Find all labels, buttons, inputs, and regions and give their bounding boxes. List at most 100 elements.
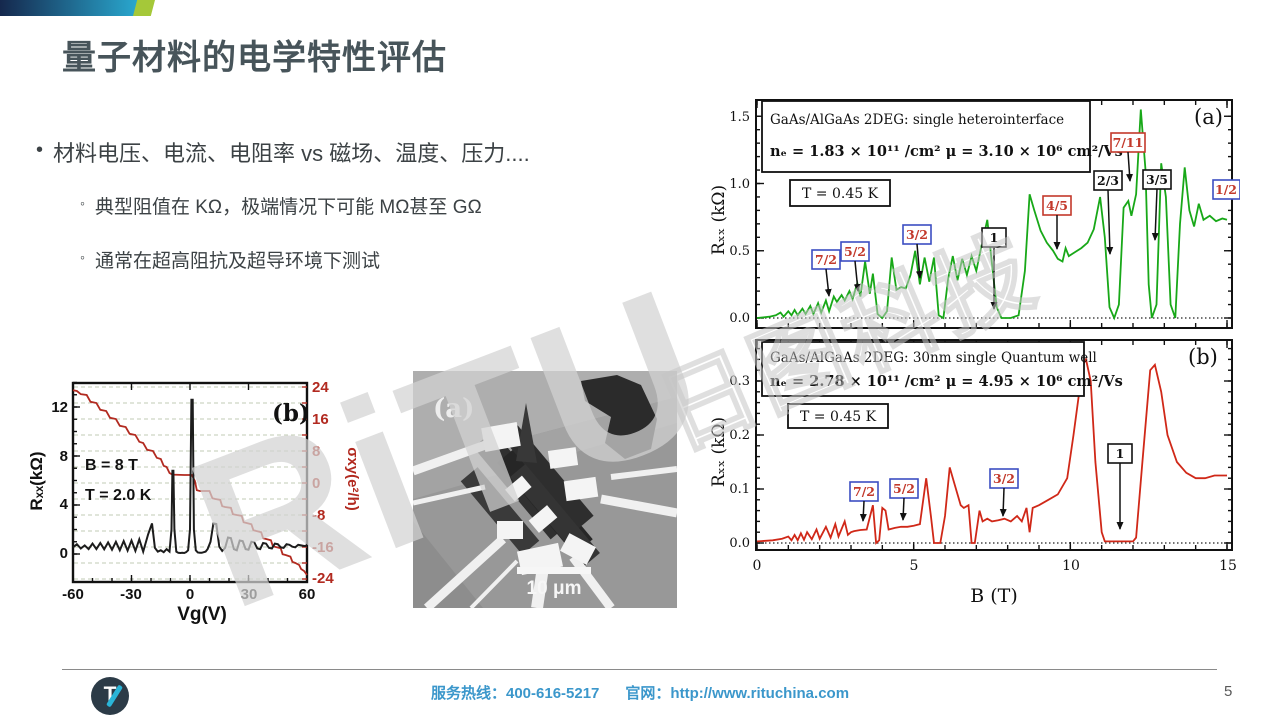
qhe-figure: 0.0 0.5 1.0 1.5 Rₓₓ (kΩ) GaAs/AlGaAs 2DE…: [709, 99, 1240, 607]
temperature-annotation: T = 2.0 K: [85, 487, 152, 504]
right-axis-ticks: 24 16 8 0 -8 -16 -24: [312, 379, 334, 587]
svg-text:7/11: 7/11: [1113, 135, 1144, 150]
svg-text:5: 5: [910, 558, 919, 574]
bullet-sub-1: ◦ 典型阻值在 KΩ，极端情况下可能 MΩ甚至 GΩ: [80, 192, 482, 219]
svg-text:0.2: 0.2: [729, 428, 750, 443]
svg-text:8: 8: [312, 443, 320, 460]
svg-text:1/2: 1/2: [1215, 182, 1237, 197]
rxx-trace-a: [756, 109, 1228, 321]
svg-text:8: 8: [60, 448, 68, 465]
circle-bullet-icon: ◦: [80, 195, 85, 211]
gate-sweep-figure: 12 8 4 0 -60 -30 0 30 60 24 16 8 0 -8 -1…: [30, 379, 361, 625]
svg-text:12: 12: [51, 399, 68, 416]
svg-text:10: 10: [1062, 558, 1080, 574]
svg-text:-60: -60: [62, 586, 84, 603]
panel-a-temperature: T = 0.45 K: [802, 186, 879, 202]
bullet-sub1-text: 典型阻值在 KΩ，极端情况下可能 MΩ甚至 GΩ: [94, 197, 482, 218]
circle-bullet-icon: ◦: [80, 249, 85, 265]
website-url[interactable]: http://www.rituchina.com: [670, 685, 850, 702]
header-accent-chevron: [133, 0, 155, 16]
panel-a-device: GaAs/AlGaAs 2DEG: single heterointerface: [770, 112, 1064, 128]
x-axis-label: Vg(V): [177, 604, 227, 625]
svg-text:7/2: 7/2: [853, 484, 875, 499]
svg-text:0.0: 0.0: [729, 536, 750, 551]
scale-bar-label: 10 μm: [527, 578, 582, 599]
page-title: 量子材料的电学特性评估: [62, 39, 447, 77]
x-axis-label: B (T): [970, 585, 1018, 607]
svg-text:0: 0: [60, 545, 68, 562]
panel-b-label: (b): [1188, 345, 1218, 369]
panel-b-yticks: 0.0 0.1 0.2 0.3: [729, 374, 750, 551]
rxx-trace-b: [756, 356, 1227, 545]
panel-b-parameters: nₑ = 2.78 × 10¹¹ /cm² μ = 4.95 × 10⁶ cm²…: [770, 373, 1123, 390]
panel-b-device: GaAs/AlGaAs 2DEG: 30nm single Quantum we…: [770, 350, 1097, 366]
field-annotation: B = 8 T: [85, 457, 138, 474]
panel-a-label: (a): [1194, 105, 1223, 129]
svg-text:1.0: 1.0: [729, 177, 750, 192]
svg-text:-16: -16: [312, 539, 334, 556]
panel-a-filling-labels: 7/2 5/2 3/2 1 4/5 2/3 7/11 3/5 1/2: [811, 132, 1240, 310]
panel-a-temp-box: [789, 179, 891, 207]
svg-text:-30: -30: [120, 586, 142, 603]
hotline-label: 服务热线：: [430, 685, 506, 702]
svg-text:4: 4: [60, 496, 69, 513]
svg-text:0.1: 0.1: [729, 482, 750, 497]
bullet-sub-2: ◦ 通常在超高阻抗及超导环境下测试: [80, 246, 380, 273]
svg-text:3/5: 3/5: [1146, 172, 1168, 187]
svg-text:60: 60: [299, 586, 316, 603]
panel-a-ylabel: Rₓₓ (kΩ): [709, 185, 729, 255]
bullet-sub2-text: 通常在超高阻抗及超导环境下测试: [94, 251, 380, 272]
panel-b-temp-box: [787, 403, 889, 429]
svg-text:0.5: 0.5: [729, 244, 750, 259]
bullet-icon: •: [36, 139, 44, 161]
sigma-xy-curve: [72, 389, 308, 576]
svg-text:1: 1: [1116, 446, 1125, 461]
scale-bar: [517, 567, 591, 574]
footer-divider: [62, 669, 1217, 670]
bullet-main: • 材料电压、电流、电阻率 vs 磁场、温度、压力....: [36, 136, 530, 168]
header-accent-bar: [0, 0, 148, 16]
panel-b-frame: [755, 339, 1233, 551]
x-axis-ticks: 0 5 10 15: [753, 558, 1237, 574]
panel-b-ylabel: Rₓₓ (kΩ): [709, 417, 729, 487]
panel-b-temperature: T = 0.45 K: [800, 409, 877, 425]
svg-text:15: 15: [1219, 558, 1237, 574]
right-y-axis-label: σxy(e²/h): [344, 447, 361, 511]
footer-contact: 服务热线：400-616-5217 官网：http://www.rituchina…: [0, 682, 1280, 703]
left-axis-ticks: 12 8 4 0: [51, 399, 68, 562]
svg-text:0.0: 0.0: [729, 311, 750, 326]
svg-text:0: 0: [186, 586, 194, 603]
svg-text:0.3: 0.3: [729, 374, 750, 389]
panel-label: (a): [433, 394, 474, 424]
panel-b-filling-labels: 7/2 5/2 3/2 1: [849, 443, 1133, 530]
panel-label: (b): [272, 400, 310, 427]
svg-text:1.5: 1.5: [729, 110, 750, 125]
y-axis-label: Rₓₓ(kΩ): [30, 451, 46, 510]
panel-a-yticks: 0.0 0.5 1.0 1.5: [729, 110, 750, 326]
svg-text:16: 16: [312, 411, 329, 428]
company-logo: T: [91, 677, 129, 715]
svg-text:-8: -8: [312, 507, 325, 524]
x-axis-ticks: -60 -30 0 30 60: [62, 586, 315, 603]
panel-b-header-box: [761, 341, 1085, 397]
svg-text:30: 30: [241, 586, 258, 603]
svg-text:-24: -24: [312, 570, 334, 587]
rxx-curve: [72, 398, 308, 556]
svg-text:5/2: 5/2: [893, 481, 915, 496]
bullet-main-text: 材料电压、电流、电阻率 vs 磁场、温度、压力....: [53, 141, 530, 166]
dark-flake: [581, 375, 657, 459]
svg-text:0: 0: [312, 475, 320, 492]
panel-a-header-box: [761, 100, 1091, 173]
hotline-number: 400-616-5217: [505, 685, 600, 702]
panel-a-parameters: nₑ = 1.83 × 10¹¹ /cm² μ = 3.10 × 10⁶ cm²…: [770, 143, 1123, 160]
svg-text:0: 0: [753, 558, 762, 574]
svg-text:7/2: 7/2: [815, 252, 837, 267]
svg-text:3/2: 3/2: [993, 471, 1015, 486]
sem-micrograph: 10 μm (a): [413, 371, 677, 608]
svg-text:24: 24: [312, 379, 329, 396]
svg-text:2/3: 2/3: [1097, 173, 1119, 188]
panel-a-frame: [755, 99, 1233, 329]
svg-text:4/5: 4/5: [1046, 198, 1068, 213]
page-number: 5: [1224, 683, 1233, 700]
